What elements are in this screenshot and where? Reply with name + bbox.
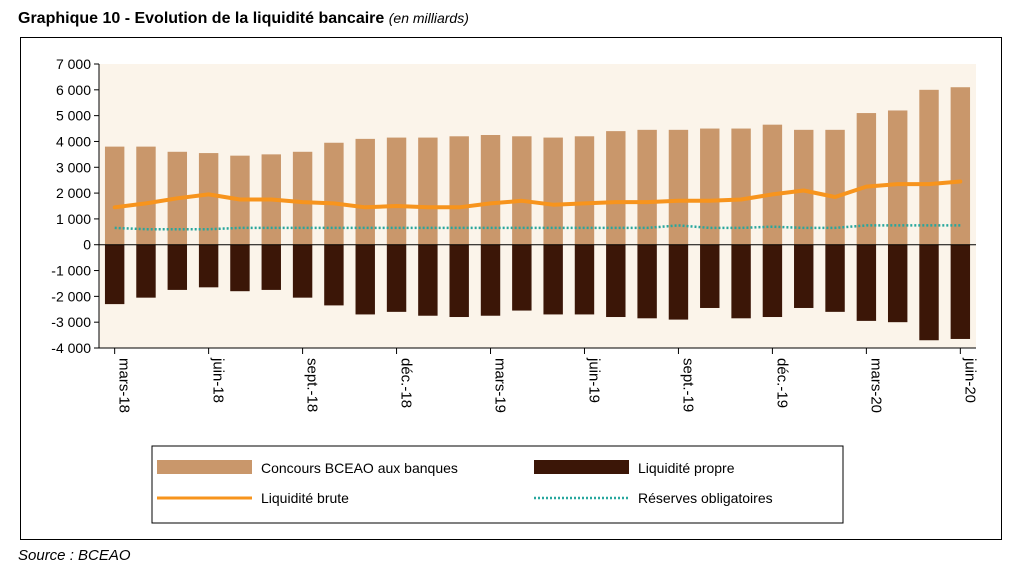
y-tick-label: -4 000 — [51, 340, 91, 356]
bar-liquidite-propre — [700, 244, 720, 308]
bar-concours — [292, 151, 313, 245]
bar-concours — [574, 136, 595, 245]
bar-concours — [731, 128, 751, 245]
bar-liquidite-propre — [919, 244, 939, 341]
bar-concours — [919, 89, 939, 245]
legend-label-liquidite-brute: Liquidité brute — [261, 490, 349, 506]
bar-liquidite-propre — [104, 244, 125, 305]
bar-liquidite-propre — [292, 244, 313, 298]
bar-liquidite-propre — [574, 244, 595, 315]
bar-liquidite-propre — [386, 244, 407, 312]
y-tick-label: -3 000 — [51, 314, 91, 330]
bar-liquidite-propre — [606, 244, 626, 318]
bar-concours — [856, 113, 877, 245]
y-tick-label: 1 000 — [56, 211, 91, 227]
bar-liquidite-propre — [418, 244, 438, 316]
bar-liquidite-propre — [762, 244, 783, 318]
bar-concours — [950, 87, 971, 245]
bar-concours — [825, 129, 845, 245]
bar-concours — [324, 142, 344, 245]
chart-frame: 7 000 6 000 5 000 4 000 3 000 2 000 1 000 0 -1 0… — [20, 37, 1002, 540]
legend-label-liquidite-propre: Liquidité propre — [638, 460, 735, 476]
bar-liquidite-propre — [136, 244, 156, 298]
bar-concours — [668, 129, 689, 245]
bar-concours — [606, 131, 626, 245]
bar-concours — [386, 137, 407, 245]
y-tick-label: 0 — [83, 237, 91, 253]
bar-concours — [480, 135, 501, 245]
source-note: Source : BCEAO — [18, 547, 131, 564]
bar-concours — [418, 137, 438, 245]
bar-concours — [355, 138, 375, 245]
bar-concours — [637, 129, 657, 245]
y-tick-label: -2 000 — [51, 288, 91, 304]
x-tick-label: déc.-19 — [773, 358, 790, 408]
chart-unit: (en milliards) — [388, 10, 469, 26]
bar-liquidite-propre — [825, 244, 845, 312]
x-tick-label: déc.-18 — [398, 358, 415, 408]
x-tick-label: juin-18 — [210, 357, 227, 403]
bar-liquidite-propre — [480, 244, 501, 316]
bar-concours — [512, 136, 532, 245]
bar-concours — [762, 124, 783, 245]
y-tick-label: 3 000 — [56, 159, 91, 175]
bar-liquidite-propre — [261, 244, 281, 290]
bar-liquidite-propre — [449, 244, 469, 318]
legend-swatch-liquidite-propre — [534, 460, 629, 474]
bar-concours — [700, 128, 720, 245]
bar-concours — [198, 153, 219, 245]
y-tick-label: 5 000 — [56, 108, 91, 124]
bar-liquidite-propre — [355, 244, 375, 315]
bar-liquidite-propre — [668, 244, 689, 320]
bar-liquidite-propre — [950, 244, 971, 339]
y-tick-label: 2 000 — [56, 185, 91, 201]
bar-liquidite-propre — [230, 244, 250, 292]
legend: Concours BCEAO aux banques Liquidité pro… — [151, 445, 844, 524]
y-tick-label: 4 000 — [56, 133, 91, 149]
bar-concours — [104, 146, 125, 245]
bar-concours — [449, 136, 469, 245]
bar-liquidite-propre — [887, 244, 908, 323]
bar-liquidite-propre — [198, 244, 219, 288]
legend-box — [151, 445, 844, 524]
bar-liquidite-propre — [637, 244, 657, 319]
x-tick-label: sept.-18 — [304, 358, 321, 412]
bar-liquidite-propre — [794, 244, 814, 308]
chart-svg: 7 000 6 000 5 000 4 000 3 000 2 000 1 000 0 -1 0… — [51, 56, 978, 524]
bar-liquidite-propre — [856, 244, 877, 321]
x-tick-label: mars-19 — [492, 358, 509, 413]
bar-liquidite-propre — [512, 244, 532, 311]
bar-liquidite-propre — [324, 244, 344, 306]
bar-liquidite-propre — [543, 244, 563, 315]
bar-concours — [136, 146, 156, 245]
y-tick-label: 6 000 — [56, 82, 91, 98]
legend-label-concours: Concours BCEAO aux banques — [261, 460, 458, 476]
x-tick-label: sept.-19 — [679, 358, 696, 412]
bar-concours — [543, 137, 563, 245]
chart-title-text: Graphique 10 - Evolution de la liquidité… — [18, 10, 385, 27]
bar-concours — [887, 110, 908, 245]
bar-concours — [794, 129, 814, 245]
legend-label-reserves: Réserves obligatoires — [638, 490, 773, 506]
line-reserves-obligatoires — [114, 224, 961, 231]
y-tick-label: 7 000 — [56, 56, 91, 72]
x-tick-label: mars-18 — [116, 358, 133, 413]
x-tick-label: juin-20 — [961, 357, 978, 403]
line-liquidite-brute — [112, 179, 963, 210]
legend-swatch-concours — [157, 460, 252, 474]
x-tick-label: mars-20 — [867, 358, 884, 413]
bar-liquidite-propre — [731, 244, 751, 319]
bar-liquidite-propre — [167, 244, 188, 290]
y-tick-label: -1 000 — [51, 263, 91, 279]
x-tick-label: juin-19 — [585, 357, 602, 403]
chart-title: Graphique 10 - Evolution de la liquidité… — [18, 10, 469, 28]
